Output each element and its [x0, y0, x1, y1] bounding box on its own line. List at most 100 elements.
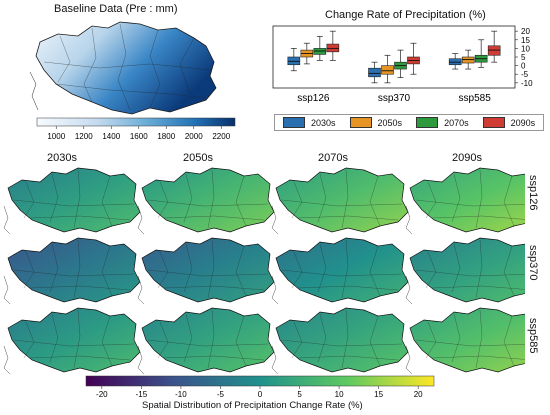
map-region-ssp370-2070s	[275, 237, 409, 303]
row-label-ssp126: ssp126	[527, 175, 539, 211]
map-ssp370-2070s	[271, 237, 409, 305]
map-borders	[415, 239, 525, 299]
legend-2090s: 2090s	[482, 117, 535, 128]
change-tick-label: -10	[175, 390, 187, 397]
map-region-ssp370-2050s	[141, 237, 275, 303]
y-tick-label: 10	[521, 44, 530, 53]
map-borders	[13, 309, 135, 369]
map-coast-line	[3, 205, 11, 235]
change-tick-label: 20	[414, 390, 423, 397]
legend-swatch-2070s	[416, 117, 439, 128]
map-region-ssp126-2090s	[409, 167, 525, 233]
map-coast-line	[137, 205, 145, 235]
row-label-ssp585: ssp585	[527, 318, 539, 354]
legend-2050s: 2050s	[349, 117, 402, 128]
map-grid	[3, 167, 525, 375]
map-borders	[147, 169, 269, 229]
change-tick-label: 0	[258, 390, 263, 397]
change-colorbar: -20 -15 -10 -5 0 5 10 15 20	[85, 375, 435, 397]
baseline-tick-label: 1600	[130, 132, 148, 141]
baseline-colorbar: 1000 1200 1400 1600 1800 2000 2200	[36, 117, 236, 141]
map-borders	[13, 239, 135, 299]
box-legend: 2030s 2050s 2070s 2090s	[274, 114, 545, 131]
box-ssp370-2030s	[368, 67, 381, 78]
y-tick-label: 20	[521, 27, 530, 36]
col-header-2030s: 2030s	[47, 152, 77, 164]
map-ssp585-2090s	[405, 307, 525, 375]
y-tick-label: -5	[521, 70, 529, 79]
map-borders	[415, 309, 525, 369]
map-ssp585-2030s	[3, 307, 141, 375]
change-tick-label: -5	[217, 390, 225, 397]
map-coast-line	[3, 275, 11, 305]
map-coast-line	[271, 275, 279, 305]
category-label-ssp370: ssp370	[378, 93, 411, 104]
legend-swatch-2050s	[349, 117, 372, 128]
change-tick-label: 5	[297, 390, 302, 397]
change-tick-label: -15	[136, 390, 148, 397]
box-ssp370-2050s	[381, 65, 394, 75]
map-region-ssp126-2030s	[7, 167, 141, 233]
map-borders	[281, 169, 403, 229]
map-ssp370-2030s	[3, 237, 141, 305]
col-header-2090s: 2090s	[452, 152, 482, 164]
map-ssp585-2050s	[137, 307, 275, 375]
map-region-ssp585-2090s	[409, 307, 525, 373]
map-borders	[415, 169, 525, 229]
baseline-tick-label: 2200	[212, 132, 230, 141]
map-ssp126-2070s	[271, 167, 409, 235]
map-ssp126-2050s	[137, 167, 275, 235]
map-borders	[13, 169, 135, 229]
category-label-ssp126: ssp126	[297, 93, 330, 104]
map-ssp370-2050s	[137, 237, 275, 305]
map-borders	[281, 309, 403, 369]
col-header-2050s: 2050s	[183, 152, 213, 164]
map-region-ssp585-2030s	[7, 307, 141, 373]
map-region-ssp585-2050s	[141, 307, 275, 373]
baseline-tick-label: 1200	[75, 132, 93, 141]
baseline-title: Baseline Data (Pre : mm)	[54, 3, 178, 15]
change-colorbar-label: Spatial Distribution of Precipitation Ch…	[142, 400, 363, 411]
legend-swatch-2030s	[283, 117, 305, 128]
map-coast-line	[271, 345, 279, 375]
map-borders	[147, 239, 269, 299]
map-ssp126-2030s	[3, 167, 141, 235]
change-tick-label: 15	[374, 390, 383, 397]
map-coast-line	[3, 345, 11, 375]
change-colorbar-gradient	[85, 375, 435, 387]
legend-swatch-2090s	[482, 117, 505, 128]
baseline-colorbar-gradient	[36, 117, 236, 127]
y-tick-label: 0	[521, 62, 526, 71]
baseline-tick-label: 1000	[47, 132, 65, 141]
box-title: Change Rate of Precipitation (%)	[325, 9, 486, 21]
map-coast-line	[405, 205, 413, 235]
map-region-ssp126-2070s	[275, 167, 409, 233]
legend-2030s: 2030s	[283, 117, 336, 128]
y-tick-label: 15	[521, 36, 530, 45]
baseline-borders	[43, 23, 213, 111]
col-header-2070s: 2070s	[318, 152, 348, 164]
map-region-ssp126-2050s	[141, 167, 275, 233]
baseline-tick-label: 1400	[102, 132, 120, 141]
change-tick-label: 10	[335, 390, 344, 397]
map-coast-line	[405, 345, 413, 375]
baseline-tick-label: 1800	[157, 132, 175, 141]
map-coast-line	[137, 275, 145, 305]
map-region-ssp585-2070s	[275, 307, 409, 373]
map-ssp126-2090s	[405, 167, 525, 235]
map-region-ssp370-2030s	[7, 237, 141, 303]
map-borders	[281, 239, 403, 299]
baseline-map	[29, 21, 217, 115]
y-tick-label: -10	[521, 79, 533, 88]
y-tick-label: 5	[521, 53, 526, 62]
map-coast-line	[271, 205, 279, 235]
change-tick-label: -20	[96, 390, 108, 397]
baseline-region-shape	[35, 21, 217, 115]
map-coast-line	[137, 345, 145, 375]
row-label-ssp370: ssp370	[527, 245, 539, 281]
legend-2070s: 2070s	[416, 117, 469, 128]
baseline-coast-line	[29, 71, 39, 111]
map-ssp370-2090s	[405, 237, 525, 305]
map-ssp585-2070s	[271, 307, 409, 375]
baseline-tick-label: 2000	[185, 132, 203, 141]
